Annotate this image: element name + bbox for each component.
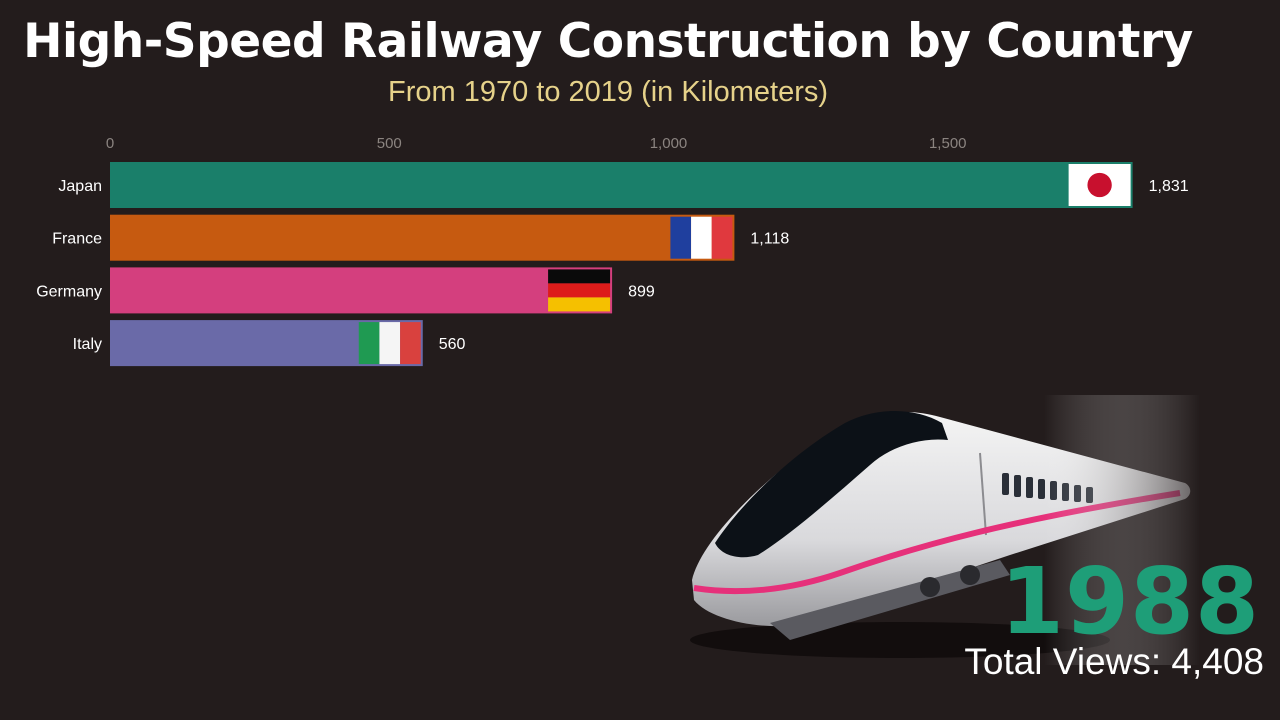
germany-flag xyxy=(548,269,611,284)
bar-france xyxy=(110,214,735,261)
france-flag-red xyxy=(711,216,733,259)
value-label: 1,831 xyxy=(1149,178,1189,195)
bar-germany xyxy=(110,267,613,314)
category-label: Italy xyxy=(73,336,102,353)
x-tick-label: 1,000 xyxy=(650,135,688,152)
value-label: 899 xyxy=(628,283,655,300)
category-label: Japan xyxy=(58,178,102,195)
x-tick-label: 1,500 xyxy=(929,135,967,152)
bullet-train-icon xyxy=(680,395,1200,665)
germany-flag-gold xyxy=(548,297,611,312)
value-label: 1,118 xyxy=(750,231,789,248)
x-tick-label: 0 xyxy=(106,135,114,152)
category-label: France xyxy=(52,231,102,248)
value-label: 560 xyxy=(439,336,466,353)
category-label: Germany xyxy=(36,283,102,300)
bar-japan xyxy=(110,162,1133,208)
italy-flag-red xyxy=(400,322,421,365)
germany-flag-red xyxy=(548,283,611,298)
france-flag xyxy=(670,216,692,259)
italy-flag-white xyxy=(379,322,401,365)
chart-title: High-Speed Railway Construction by Count… xyxy=(23,14,1193,69)
total-views-label: Total Views: 4,408 xyxy=(964,641,1264,682)
current-year-label: 1988 xyxy=(999,548,1260,655)
japan-flag-sun xyxy=(1087,172,1112,198)
chart-subtitle: From 1970 to 2019 (in Kilometers) xyxy=(387,76,829,108)
x-tick-label: 500 xyxy=(377,135,402,152)
france-flag-white xyxy=(691,216,712,259)
italy-flag xyxy=(358,322,380,365)
